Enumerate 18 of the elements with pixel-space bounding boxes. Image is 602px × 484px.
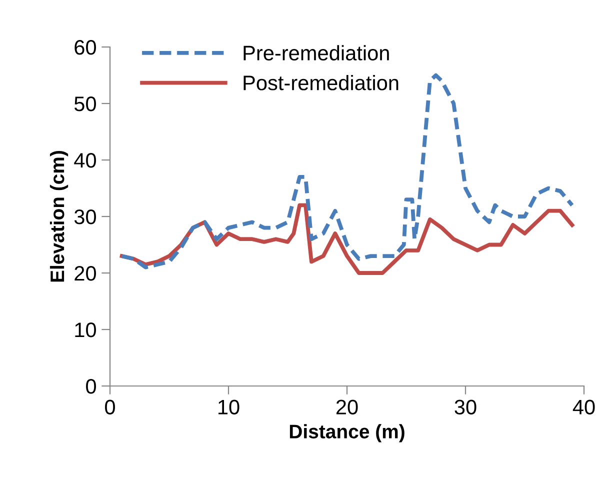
y-tick-label: 30 bbox=[74, 210, 96, 224]
y-axis-title: Elevation (cm) bbox=[50, 151, 68, 282]
x-tick-label: 40 bbox=[572, 400, 595, 414]
legend-label: Pre-remediation bbox=[244, 45, 389, 60]
x-axis-title: Distance (m) bbox=[290, 424, 404, 442]
line-series bbox=[120, 203, 574, 275]
legend-label: Post-remediation bbox=[244, 75, 398, 90]
y-tick-label: 60 bbox=[74, 40, 96, 55]
y-tick-label: 0 bbox=[86, 379, 96, 394]
y-tick-label: 10 bbox=[75, 322, 96, 338]
line-series bbox=[120, 73, 574, 270]
x-tick-label: 0 bbox=[105, 400, 115, 414]
x-tick-label: 30 bbox=[454, 400, 476, 414]
y-tick-label: 50 bbox=[74, 96, 96, 112]
x-tick-label: 20 bbox=[336, 400, 358, 414]
y-tick-label: 40 bbox=[74, 153, 96, 168]
y-tick-label: 20 bbox=[74, 266, 96, 281]
x-tick-label: 10 bbox=[218, 400, 240, 414]
